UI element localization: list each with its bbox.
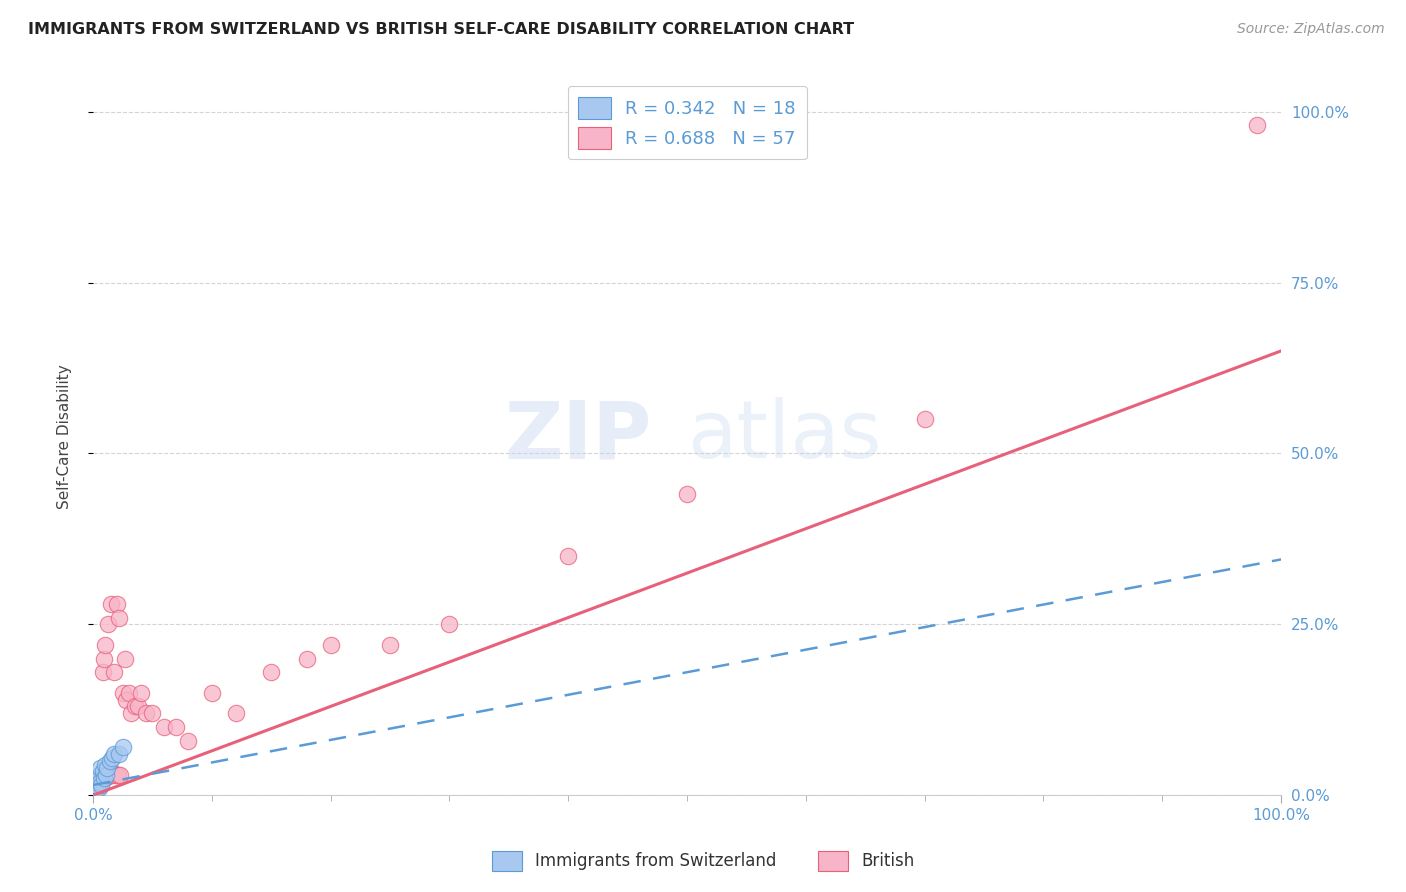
Point (93, 771, 115, 785)
Point (319, 638, 342, 652)
Point (201, 686, 224, 700)
Point (557, 549, 579, 563)
Point (127, 699, 149, 714)
Point (87, 778, 110, 792)
Point (84, 774, 107, 789)
Point (108, 610, 131, 624)
Point (114, 651, 136, 665)
Point (89, 761, 111, 775)
Text: Source: ZipAtlas.com: Source: ZipAtlas.com (1237, 22, 1385, 37)
Text: ZIP: ZIP (505, 397, 651, 475)
Y-axis label: Self-Care Disability: Self-Care Disability (58, 364, 72, 508)
Point (96, 768, 118, 782)
Point (97, 768, 120, 782)
Point (87, 778, 110, 792)
Point (83, 782, 105, 797)
Point (260, 665, 283, 680)
Point (295, 651, 318, 665)
Point (94, 757, 117, 772)
Point (177, 733, 200, 747)
Point (86, 778, 108, 792)
Point (120, 706, 142, 721)
Point (94, 771, 117, 785)
Point (100, 597, 122, 611)
Point (124, 699, 146, 714)
Point (110, 768, 132, 782)
Point (90, 774, 112, 789)
Point (101, 750, 124, 764)
Point (104, 768, 127, 782)
Point (87, 768, 110, 782)
Point (91, 771, 114, 785)
Point (89, 776, 111, 790)
Point (118, 686, 141, 700)
Point (93, 651, 115, 665)
Point (135, 706, 157, 721)
Point (225, 706, 247, 721)
Point (914, 412, 936, 426)
Point (107, 768, 129, 782)
Point (1246, 118, 1268, 132)
Point (87, 776, 110, 790)
Point (378, 638, 401, 652)
Point (103, 665, 125, 680)
Point (97, 617, 120, 632)
Point (101, 768, 124, 782)
Point (94, 638, 117, 652)
Legend: R = 0.342   N = 18, R = 0.688   N = 57: R = 0.342 N = 18, R = 0.688 N = 57 (568, 87, 807, 160)
Point (87, 781, 110, 796)
Point (111, 740, 134, 755)
Point (91, 665, 114, 680)
Point (105, 597, 128, 611)
Point (94, 768, 117, 782)
Point (103, 766, 125, 780)
Point (91, 764, 114, 779)
Point (90, 771, 112, 785)
Text: atlas: atlas (688, 397, 882, 475)
Point (84, 782, 107, 797)
Point (103, 747, 125, 762)
Point (83, 785, 105, 799)
Point (98, 768, 121, 782)
Point (439, 617, 461, 632)
Point (165, 720, 187, 734)
Legend: Immigrants from Switzerland, British: Immigrants from Switzerland, British (484, 842, 922, 880)
Point (111, 686, 134, 700)
Point (153, 720, 176, 734)
Point (676, 487, 699, 501)
Point (129, 686, 152, 700)
Point (98, 754, 121, 768)
Text: IMMIGRANTS FROM SWITZERLAND VS BRITISH SELF-CARE DISABILITY CORRELATION CHART: IMMIGRANTS FROM SWITZERLAND VS BRITISH S… (28, 22, 855, 37)
Point (94, 768, 117, 782)
Point (108, 747, 131, 762)
Point (86, 778, 108, 792)
Point (90, 778, 112, 792)
Point (84, 780, 107, 794)
Point (87, 771, 110, 785)
Point (100, 768, 122, 782)
Point (115, 692, 138, 706)
Point (96, 761, 118, 775)
Point (89, 774, 111, 789)
Point (87, 780, 110, 794)
Point (86, 781, 108, 796)
Point (141, 706, 163, 721)
